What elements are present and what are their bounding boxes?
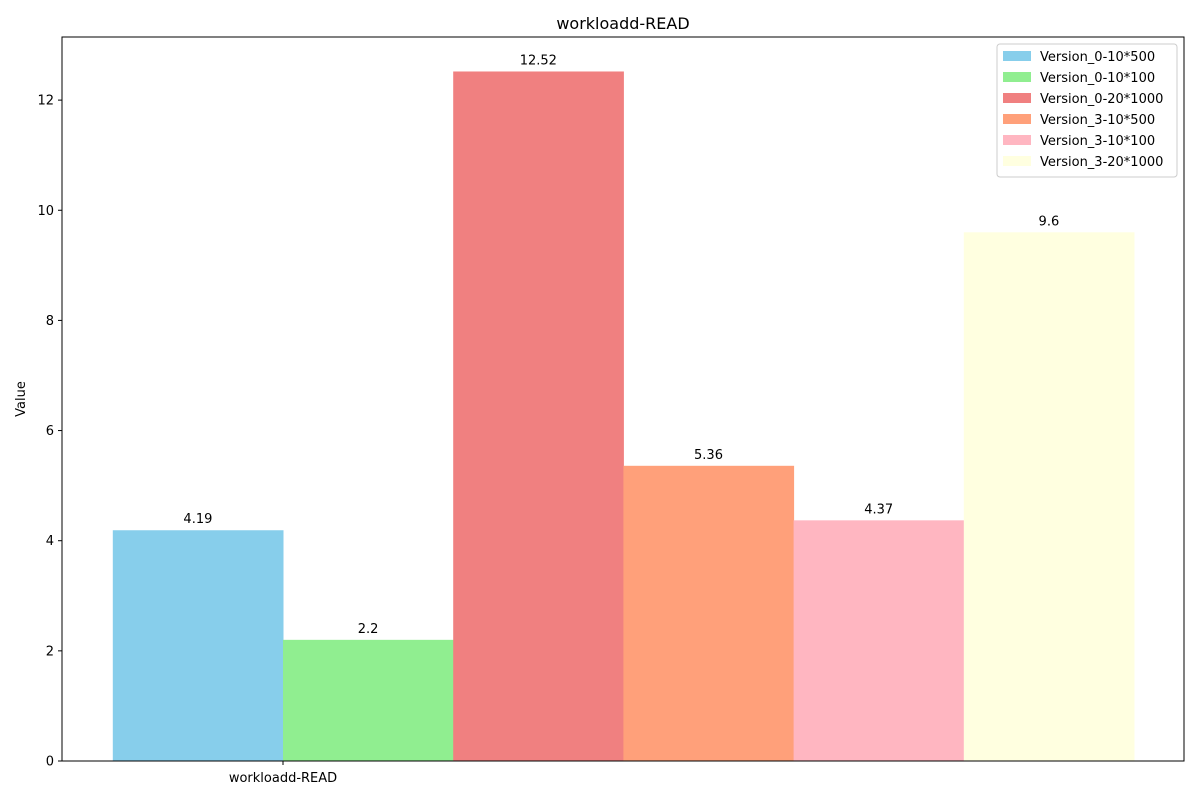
- bar-version-0-10-100: [283, 639, 454, 761]
- legend-swatch: [1003, 156, 1031, 166]
- legend-item-version-3-10-100[interactable]: Version_3-10*100: [1003, 134, 1155, 149]
- legend-item-version-0-10-100[interactable]: Version_0-10*100: [1003, 71, 1155, 86]
- x-tick-label: workloadd-READ: [229, 771, 337, 786]
- legend-swatch: [1003, 93, 1031, 103]
- legend-label: Version_0-10*100: [1040, 71, 1155, 86]
- bar-value-label: 9.6: [1039, 214, 1060, 229]
- axes-layer: 0 2 4 6 8 10 12 workloadd-READ: [37, 36, 1185, 786]
- y-tick-label: 4: [46, 534, 54, 549]
- y-tick-label: 8: [46, 314, 54, 329]
- legend-label: Version_3-20*1000: [1040, 155, 1163, 170]
- bars-layer: [112, 71, 1135, 762]
- legend-swatch: [1003, 72, 1031, 82]
- legend[interactable]: Version_0-10*500 Version_0-10*100 Version_…: [996, 43, 1178, 178]
- chart-title: workloadd-READ: [556, 14, 689, 33]
- legend-label: Version_0-10*500: [1040, 50, 1155, 65]
- legend-swatch: [1003, 51, 1031, 61]
- legend-frame: [996, 43, 1178, 178]
- legend-swatch: [1003, 135, 1031, 145]
- bar-version-0-20-1000: [453, 71, 624, 762]
- legend-label: Version_3-10*100: [1040, 134, 1155, 149]
- y-tick-label: 2: [46, 644, 54, 659]
- legend-item-version-3-10-500[interactable]: Version_3-10*500: [1003, 113, 1155, 128]
- y-tick-label: 12: [37, 94, 54, 109]
- legend-item-version-0-10-500[interactable]: Version_0-10*500: [1003, 50, 1155, 65]
- legend-label: Version_0-20*1000: [1040, 92, 1163, 107]
- bar-labels-layer: 4.19 2.2 12.52 5.36 4.37 9.6: [183, 53, 1059, 636]
- legend-item-version-3-20-1000[interactable]: Version_3-20*1000: [1003, 155, 1163, 170]
- bar-value-label: 2.2: [358, 622, 379, 637]
- legend-item-version-0-20-1000[interactable]: Version_0-20*1000: [1003, 92, 1163, 107]
- bar-value-label: 4.37: [864, 502, 893, 517]
- bar-version-3-10-500: [623, 465, 795, 761]
- bar-version-3-20-1000: [963, 232, 1135, 762]
- bar-version-3-10-100: [793, 520, 965, 761]
- y-axis-label: Value: [14, 381, 29, 417]
- bar-version-0-10-500: [112, 530, 284, 761]
- bar-value-label: 4.19: [183, 512, 212, 527]
- plot-frame: [61, 36, 1185, 762]
- bar-value-label: 12.52: [520, 53, 557, 68]
- y-tick-label: 10: [37, 204, 54, 219]
- bar-value-label: 5.36: [694, 448, 723, 463]
- legend-swatch: [1003, 114, 1031, 124]
- y-tick-label: 0: [46, 755, 54, 770]
- y-tick-label: 6: [46, 424, 54, 439]
- legend-label: Version_3-10*500: [1040, 113, 1155, 128]
